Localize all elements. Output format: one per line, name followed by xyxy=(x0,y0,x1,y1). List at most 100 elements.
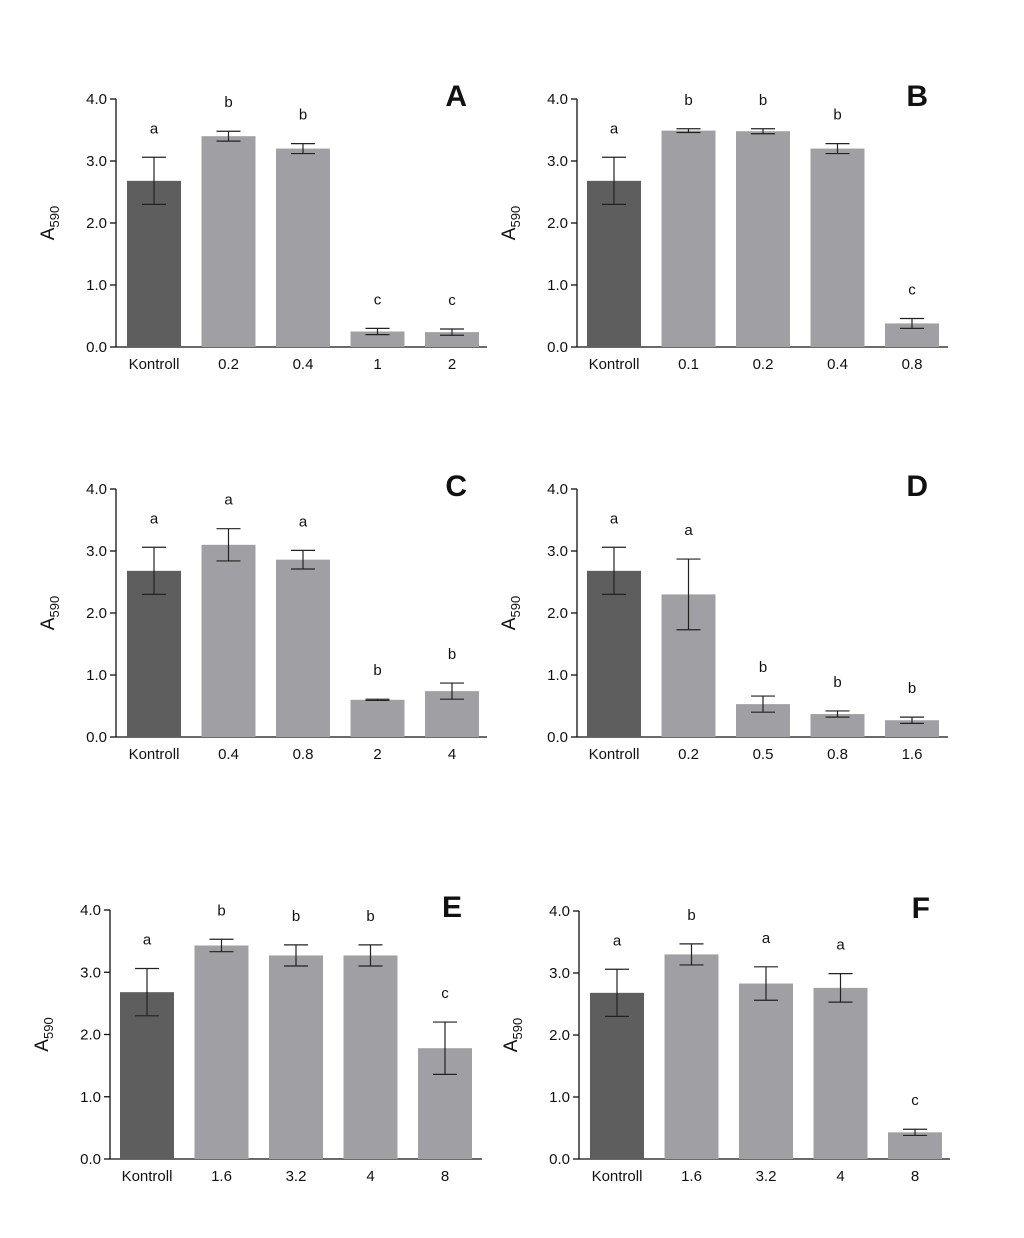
y-axis-title: A590 xyxy=(38,206,62,240)
bar xyxy=(194,945,249,1159)
significance-letter: a xyxy=(143,932,152,949)
y-axis-title: A590 xyxy=(38,596,62,630)
panel-d: 0.0 1.0 2.0 3.0 4.0 A590 Da Kontroll a 0.2 b 0.5 b 0.… xyxy=(499,470,948,763)
y-tick-label: 1.0 xyxy=(86,667,107,684)
y-tick-label: 1.0 xyxy=(549,1089,570,1106)
x-tick-label: Kontroll xyxy=(129,746,180,763)
x-tick-label: 8 xyxy=(911,1168,919,1185)
significance-letter: b xyxy=(292,908,300,925)
x-tick-label: Kontroll xyxy=(129,356,180,373)
bar xyxy=(350,699,405,737)
x-tick-label: Kontroll xyxy=(592,1168,643,1185)
y-axis-title: A590 xyxy=(501,1018,525,1052)
y-tick-label: 4.0 xyxy=(80,902,101,919)
x-tick-label: 4 xyxy=(836,1168,844,1185)
y-tick-label: 2.0 xyxy=(86,215,107,232)
bar xyxy=(810,148,865,347)
bar xyxy=(120,992,174,1159)
x-tick-label: Kontroll xyxy=(122,1168,173,1185)
significance-letter: b xyxy=(759,92,767,109)
significance-letter: a xyxy=(762,930,771,947)
significance-letter: b xyxy=(366,908,374,925)
bar xyxy=(343,955,398,1159)
y-tick-label: 1.0 xyxy=(547,667,568,684)
bar xyxy=(587,180,641,347)
significance-letter: b xyxy=(224,94,232,111)
significance-letter: a xyxy=(684,522,693,539)
panel-letter: B xyxy=(906,80,928,113)
bar xyxy=(201,136,256,347)
x-tick-label: 0.2 xyxy=(678,746,699,763)
bar xyxy=(276,148,330,347)
y-tick-label: 2.0 xyxy=(86,605,107,622)
y-tick-label: 4.0 xyxy=(86,481,107,498)
y-tick-label: 4.0 xyxy=(547,481,568,498)
significance-letter: b xyxy=(833,107,841,124)
significance-letter: b xyxy=(373,662,381,679)
y-tick-label: 0.0 xyxy=(86,339,107,356)
y-tick-label: 0.0 xyxy=(86,729,107,746)
panel-letter: D xyxy=(906,470,928,503)
y-tick-label: 2.0 xyxy=(547,605,568,622)
significance-letter: b xyxy=(908,680,916,697)
x-tick-label: 1.6 xyxy=(902,746,923,763)
x-tick-label: 3.2 xyxy=(756,1168,777,1185)
x-tick-label: 1.6 xyxy=(211,1168,232,1185)
y-tick-label: 2.0 xyxy=(549,1027,570,1044)
significance-letter: c xyxy=(448,292,456,309)
y-tick-label: 4.0 xyxy=(549,903,570,920)
y-axis-title: A590 xyxy=(499,206,523,240)
bar xyxy=(201,544,256,737)
x-tick-label: 0.1 xyxy=(678,356,699,373)
x-tick-label: 0.4 xyxy=(827,356,848,373)
panel-a: 0.0 1.0 2.0 3.0 4.0 A590 Aa Kontroll b 0.2 b 0.4 c 1 c… xyxy=(38,80,487,373)
bar xyxy=(739,983,793,1159)
significance-letter: c xyxy=(911,1092,919,1109)
significance-letter: b xyxy=(833,674,841,691)
bar xyxy=(888,1132,942,1159)
y-tick-label: 3.0 xyxy=(80,964,101,981)
bar xyxy=(425,332,479,347)
x-tick-label: 0.8 xyxy=(902,356,923,373)
significance-letter: a xyxy=(224,492,233,509)
significance-letter: a xyxy=(610,120,619,137)
panel-letter: A xyxy=(445,80,467,113)
bar xyxy=(664,954,719,1159)
bar xyxy=(276,559,330,737)
significance-letter: b xyxy=(299,107,307,124)
y-tick-label: 0.0 xyxy=(549,1151,570,1168)
y-tick-label: 1.0 xyxy=(86,277,107,294)
significance-letter: c xyxy=(908,281,916,298)
bar xyxy=(269,955,323,1159)
x-tick-label: 0.2 xyxy=(753,356,774,373)
x-tick-label: 0.8 xyxy=(827,746,848,763)
bar xyxy=(885,323,939,347)
y-tick-label: 3.0 xyxy=(547,153,568,170)
y-tick-label: 1.0 xyxy=(80,1089,101,1106)
x-tick-label: 4 xyxy=(448,746,456,763)
significance-letter: a xyxy=(150,510,159,527)
significance-letter: a xyxy=(610,510,619,527)
x-tick-label: Kontroll xyxy=(589,746,640,763)
x-tick-label: 0.4 xyxy=(293,356,314,373)
panel-c: 0.0 1.0 2.0 3.0 4.0 A590 Ca Kontroll a 0.4 a 0.8 b 2 b… xyxy=(38,470,487,763)
y-tick-label: 0.0 xyxy=(547,339,568,356)
y-tick-label: 2.0 xyxy=(547,215,568,232)
bar xyxy=(350,331,405,347)
significance-letter: a xyxy=(836,937,845,954)
y-tick-label: 3.0 xyxy=(547,543,568,560)
y-tick-label: 3.0 xyxy=(86,153,107,170)
panel-b: 0.0 1.0 2.0 3.0 4.0 A590 Ba Kontroll b 0.1 b 0.2 b 0.… xyxy=(499,80,948,373)
bar xyxy=(813,987,868,1159)
significance-letter: c xyxy=(374,291,382,308)
y-tick-label: 0.0 xyxy=(80,1151,101,1168)
y-tick-label: 4.0 xyxy=(86,91,107,108)
x-tick-label: 1 xyxy=(373,356,381,373)
x-tick-label: 2 xyxy=(373,746,381,763)
y-tick-label: 0.0 xyxy=(547,729,568,746)
x-tick-label: 3.2 xyxy=(286,1168,307,1185)
x-tick-label: 4 xyxy=(366,1168,374,1185)
bar xyxy=(810,714,865,737)
bar xyxy=(587,570,641,737)
